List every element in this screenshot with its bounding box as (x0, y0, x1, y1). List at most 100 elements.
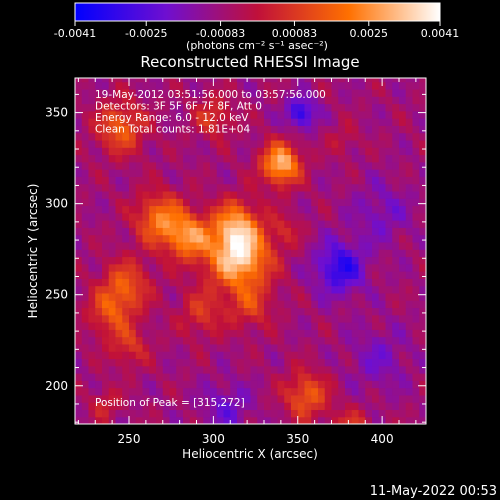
heatmap-cell (243, 409, 252, 418)
heatmap-cell (115, 241, 123, 250)
heatmap-cell (270, 241, 279, 250)
heatmap-cell (250, 263, 258, 272)
heatmap-cell (250, 409, 258, 418)
heatmap-cell (237, 322, 245, 330)
heatmap-cell (284, 365, 292, 374)
heatmap-cell (243, 161, 252, 170)
heatmap-cell (183, 300, 191, 309)
heatmap-cell (331, 365, 339, 374)
heatmap-cell (189, 351, 198, 360)
heatmap-cell (399, 263, 407, 272)
heatmap-cell (358, 234, 366, 243)
heatmap-cell (75, 394, 83, 403)
heatmap-cell (304, 336, 312, 345)
heatmap-cell (88, 220, 96, 228)
heatmap-cell (216, 103, 225, 112)
heatmap-cell (95, 198, 103, 207)
heatmap-cell (311, 81, 319, 90)
heatmap-cell (257, 256, 265, 265)
heatmap-cell (230, 416, 238, 424)
heatmap-cell (338, 271, 346, 279)
heatmap-cell (210, 227, 218, 236)
heatmap-cell (149, 169, 157, 177)
heatmap-cell (264, 103, 272, 112)
heatmap-cell (412, 118, 420, 126)
heatmap-cell (297, 307, 306, 316)
heatmap-cell (392, 271, 400, 279)
heatmap-cell (372, 263, 380, 272)
heatmap-cell (264, 183, 272, 192)
heatmap-cell (149, 88, 157, 97)
heatmap-cell (419, 176, 426, 185)
heatmap-cell (358, 118, 366, 126)
heatmap-cell (102, 198, 110, 207)
heatmap-cell (169, 227, 177, 236)
heatmap-cell (115, 190, 123, 199)
heatmap-cell (149, 96, 157, 105)
heatmap-cell (331, 271, 339, 279)
heatmap-cell (311, 96, 319, 105)
heatmap-cell (399, 67, 406, 75)
heatmap-cell (149, 176, 157, 185)
heatmap-cell (243, 96, 252, 105)
heatmap-cell (102, 249, 110, 258)
heatmap-cell (189, 169, 198, 177)
heatmap-cell (75, 343, 76, 352)
heatmap-cell (162, 402, 171, 411)
heatmap-cell (95, 161, 103, 170)
heatmap-cell (223, 183, 231, 192)
heatmap-cell (243, 241, 252, 250)
heatmap-cell (230, 292, 238, 301)
heatmap-cell (156, 88, 164, 97)
heatmap-cell (149, 329, 157, 338)
heatmap-cell (284, 416, 292, 424)
heatmap-cell (75, 234, 76, 243)
heatmap-cell (189, 118, 198, 126)
heatmap-cell (75, 118, 76, 126)
heatmap-cell (115, 198, 123, 207)
heatmap-cell (169, 292, 177, 301)
heatmap-cell (223, 263, 231, 272)
heatmap-cell (237, 365, 245, 374)
heatmap-cell (223, 278, 231, 287)
heatmap-cell (277, 365, 285, 374)
heatmap-cell (372, 256, 380, 265)
heatmap-cell (95, 263, 103, 272)
heatmap-cell (162, 387, 171, 396)
heatmap-cell (257, 387, 265, 396)
heatmap-cell (102, 125, 110, 134)
heatmap-cell (108, 263, 117, 272)
heatmap-cell (135, 169, 144, 177)
heatmap-cell (230, 103, 238, 112)
heatmap-cell (250, 285, 258, 294)
heatmap-cell (216, 336, 225, 345)
heatmap-cell (122, 322, 130, 330)
heatmap-cell (75, 81, 83, 90)
heatmap-cell (216, 118, 225, 126)
heatmap-cell (176, 256, 184, 265)
heatmap-cell (304, 416, 312, 424)
heatmap-cell (331, 278, 339, 287)
heatmap-cell (358, 169, 366, 177)
heatmap-cell (405, 307, 414, 316)
heatmap-cell (250, 103, 258, 112)
heatmap-cell (291, 373, 299, 381)
heatmap-cell (243, 103, 252, 112)
heatmap-cell (129, 358, 137, 367)
heatmap-cell (156, 220, 164, 228)
heatmap-cell (162, 227, 171, 236)
heatmap-cell (95, 132, 103, 141)
heatmap-cell (237, 154, 245, 163)
heatmap-cell (378, 241, 387, 250)
heatmap-cell (102, 241, 110, 250)
heatmap-cell (304, 205, 312, 214)
heatmap-cell (392, 147, 400, 156)
heatmap-cell (405, 285, 414, 294)
heatmap-cell (297, 103, 306, 112)
heatmap-cell (277, 220, 285, 228)
heatmap-cell (95, 212, 103, 221)
heatmap-cell (399, 394, 407, 403)
heatmap-cell (351, 81, 360, 90)
heatmap-cell (365, 402, 373, 411)
heatmap-cell (257, 314, 265, 323)
